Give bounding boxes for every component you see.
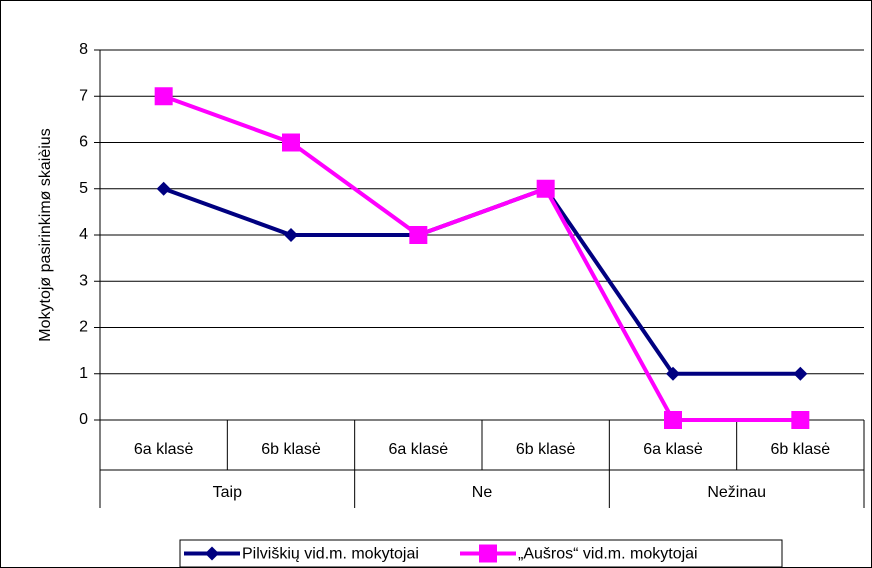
marker [409, 226, 428, 244]
marker [664, 411, 682, 429]
x-tick-label: 6b klasė [771, 441, 831, 458]
x-tick-label: 6a klasė [643, 441, 703, 458]
marker [536, 179, 555, 198]
legend-marker [205, 546, 219, 561]
marker [284, 228, 298, 242]
y-tick-label: 4 [79, 226, 88, 243]
y-tick-label: 2 [79, 319, 88, 336]
marker [666, 366, 680, 381]
legend-label: „Aušros“ vid.m. mokytojai [518, 546, 698, 563]
y-tick-label: 5 [79, 180, 88, 197]
y-tick-label: 7 [79, 87, 88, 104]
group-label: Nežinau [707, 484, 766, 501]
y-tick-label: 6 [79, 134, 88, 151]
marker [282, 133, 300, 152]
marker [156, 181, 171, 196]
x-tick-label: 6a klasė [134, 441, 194, 458]
y-axis-label: Mokytojø pasirinkimø skaièius [37, 128, 54, 341]
legend-marker [479, 544, 497, 563]
x-tick-label: 6a klasė [389, 441, 449, 458]
group-label: Taip [213, 484, 242, 501]
marker [791, 411, 810, 429]
series-line [162, 94, 801, 422]
y-tick-label: 3 [79, 272, 88, 289]
x-tick-label: 6b klasė [516, 441, 576, 458]
legend-label: Pilviškių vid.m. mokytojai [242, 546, 419, 563]
x-tick-label: 6b klasė [261, 441, 321, 458]
y-tick-label: 8 [79, 41, 88, 58]
y-tick-label: 0 [79, 411, 88, 428]
y-tick-label: 1 [79, 365, 88, 382]
group-label: Ne [472, 484, 493, 501]
marker [154, 87, 173, 106]
marker [793, 366, 808, 381]
